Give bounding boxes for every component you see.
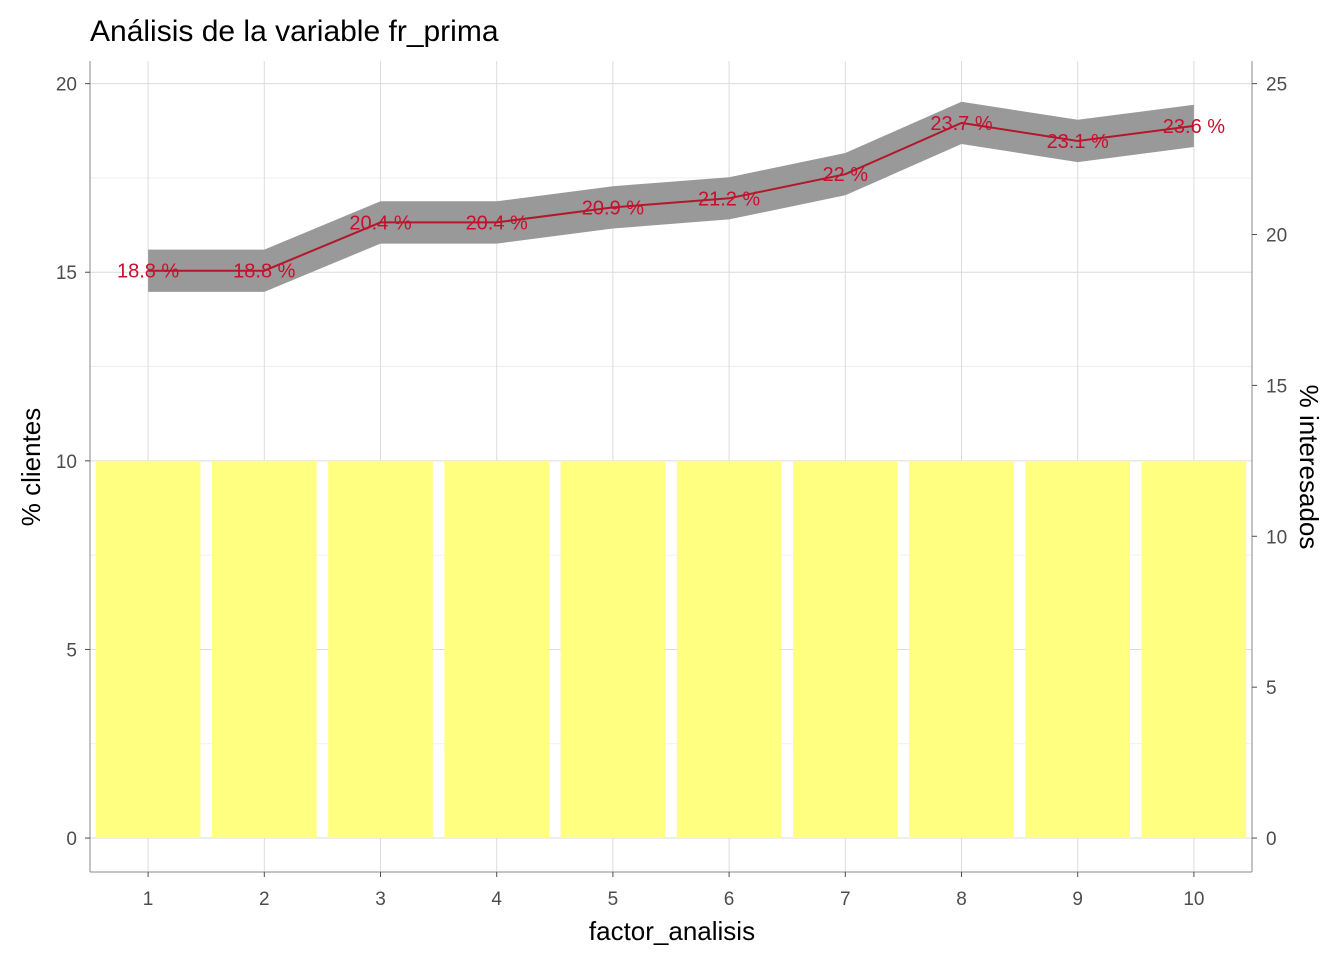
bar-10: [1141, 460, 1247, 839]
x-tick-label: 6: [724, 889, 735, 910]
y-left-tick-label: 5: [66, 640, 77, 661]
x-tick-label: 8: [956, 889, 967, 910]
y-left-tick-label: 20: [56, 75, 77, 96]
bar-5: [560, 460, 666, 839]
bar-6: [676, 460, 782, 839]
line-group: [148, 121, 1195, 272]
data-label-2: 18.8 %: [233, 261, 295, 283]
bar-1: [95, 460, 201, 839]
bar-3: [328, 460, 433, 839]
data-label-10: 23.6 %: [1163, 116, 1225, 138]
confidence-band: [148, 101, 1194, 292]
x-axis-title: factor_analisis: [589, 916, 755, 946]
y-right-ticks: 0 5 10 15 20 25: [1252, 75, 1287, 850]
y-left-ticks: 0 5 10 15 20: [56, 75, 90, 850]
bar-7: [793, 460, 898, 839]
y-right-tick-label: 5: [1266, 678, 1277, 699]
data-label-3: 20.4 %: [349, 212, 411, 234]
x-ticks: 1 2 3 4 5 6 7 8 9 10: [143, 872, 1204, 910]
x-tick-label: 2: [259, 889, 270, 910]
y-right-tick-label: 15: [1266, 376, 1287, 397]
x-tick-label: 9: [1072, 889, 1083, 910]
series-line: [148, 121, 1195, 272]
x-tick-label: 3: [375, 889, 386, 910]
y-right-tick-label: 20: [1266, 226, 1287, 247]
confidence-band-group: [148, 101, 1194, 292]
x-tick-label: 7: [840, 889, 851, 910]
y-right-tick-label: 0: [1266, 829, 1277, 850]
data-label-6: 21.2 %: [698, 188, 760, 210]
y-right-tick-label: 25: [1266, 75, 1287, 96]
bars-group: [95, 460, 1247, 839]
data-label-7: 22 %: [823, 164, 869, 186]
bar-8: [909, 460, 1014, 839]
bar-4: [444, 460, 549, 839]
data-label-1: 18.8 %: [117, 261, 179, 283]
data-label-5: 20.9 %: [582, 197, 644, 219]
data-label-4: 20.4 %: [466, 212, 528, 234]
bar-2: [212, 460, 317, 839]
data-label-8: 23.7 %: [930, 113, 992, 135]
x-tick-label: 1: [143, 889, 154, 910]
x-tick-label: 10: [1183, 889, 1204, 910]
data-label-9: 23.1 %: [1047, 131, 1109, 153]
bar-9: [1025, 460, 1130, 839]
data-labels-group: 18.8 % 18.8 % 20.4 % 20.4 % 20.9 % 21.2 % 22 %…: [117, 113, 1225, 283]
y-left-tick-label: 15: [56, 263, 77, 284]
x-tick-label: 5: [608, 889, 619, 910]
y-left-axis-title: % clientes: [16, 408, 46, 527]
chart-title: Análisis de la variable fr_prima: [90, 15, 499, 48]
y-left-tick-label: 10: [56, 452, 77, 473]
y-left-tick-label: 0: [66, 829, 77, 850]
x-tick-label: 4: [491, 889, 502, 910]
y-right-tick-label: 10: [1266, 527, 1287, 548]
plot-frame: [89, 61, 1253, 873]
y-right-axis-title: % interesados: [1294, 385, 1324, 550]
